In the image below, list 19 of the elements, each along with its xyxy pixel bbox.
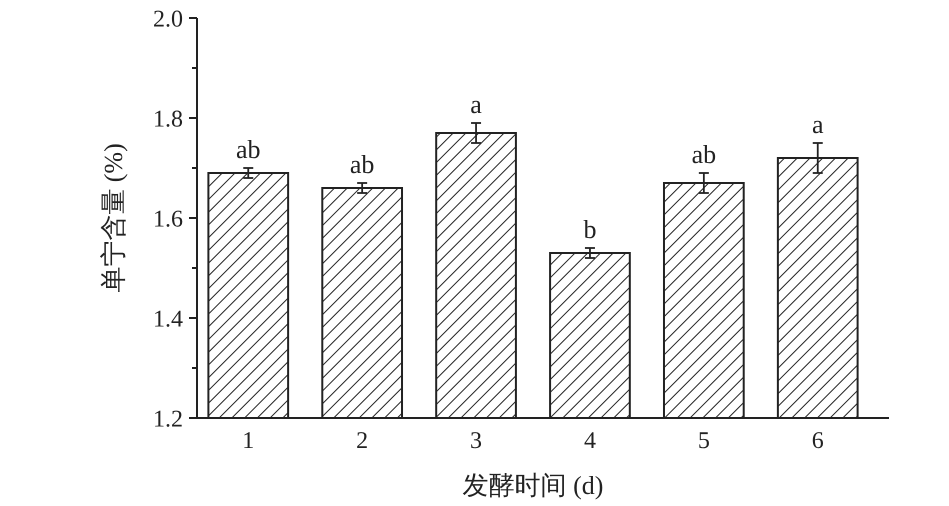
y-tick-label: 1.4 <box>153 306 183 332</box>
y-tick-label: 2.0 <box>153 6 183 32</box>
x-tick-label: 2 <box>356 428 368 454</box>
y-tick-label: 1.6 <box>153 206 183 232</box>
annotation: ab <box>692 140 716 169</box>
annotation: a <box>470 90 482 119</box>
annotation: b <box>583 215 596 244</box>
x-axis-title: 发酵时间 (d) <box>462 471 604 500</box>
y-tick-label: 1.8 <box>153 106 183 132</box>
y-tick-label: 1.2 <box>153 406 183 432</box>
annotation: ab <box>350 150 374 179</box>
x-tick-label: 1 <box>242 428 254 454</box>
x-tick-label: 6 <box>812 428 824 454</box>
x-tick-label: 5 <box>698 428 710 454</box>
x-tick-label: 3 <box>470 428 482 454</box>
y-axis-title: 单宁含量 (%) <box>99 143 128 293</box>
x-tick-label: 4 <box>584 428 596 454</box>
annotation: ab <box>236 135 261 164</box>
annotation: a <box>812 110 824 139</box>
